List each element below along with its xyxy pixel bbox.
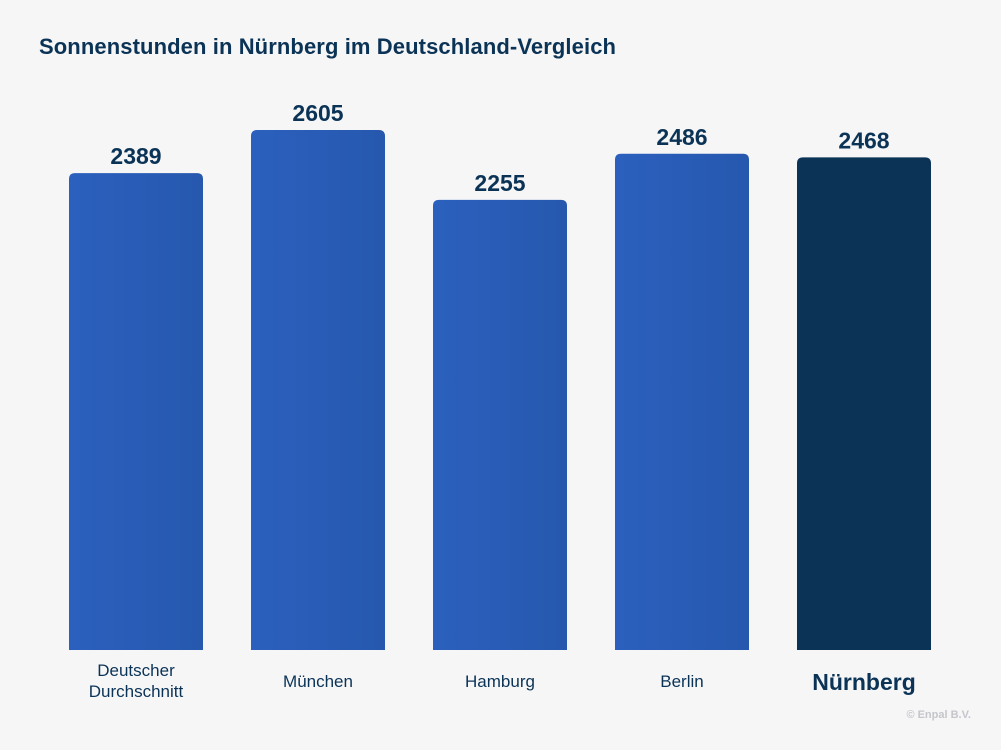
category-label: Hamburg (465, 672, 535, 691)
bar-value-label: 2486 (656, 124, 707, 150)
category-label: München (283, 672, 353, 691)
bar-group: 2605 München (251, 100, 385, 691)
category-label: Berlin (660, 672, 703, 691)
bar-value-label: 2605 (292, 100, 343, 126)
bar-value-label: 2389 (110, 143, 161, 169)
bar-group: 2486 Berlin (615, 124, 749, 691)
bar-value-label: 2255 (474, 170, 525, 196)
bar (251, 130, 385, 650)
category-label: Nürnberg (812, 669, 916, 695)
bar-value-label: 2468 (838, 127, 889, 153)
copyright-credit: © Enpal B.V. (906, 709, 971, 721)
bar (615, 153, 749, 650)
bar-group: 2255 Hamburg (433, 170, 567, 691)
chart-title: Sonnenstunden in Nürnberg im Deutschland… (39, 34, 617, 59)
bar (69, 173, 203, 651)
bar (433, 199, 567, 650)
bar (797, 157, 931, 650)
bar-group: 2468 Nürnberg (797, 127, 931, 695)
bar-group: 2389 Deutscher Durchschnitt (69, 143, 203, 701)
category-label: Deutscher Durchschnitt (89, 661, 184, 701)
